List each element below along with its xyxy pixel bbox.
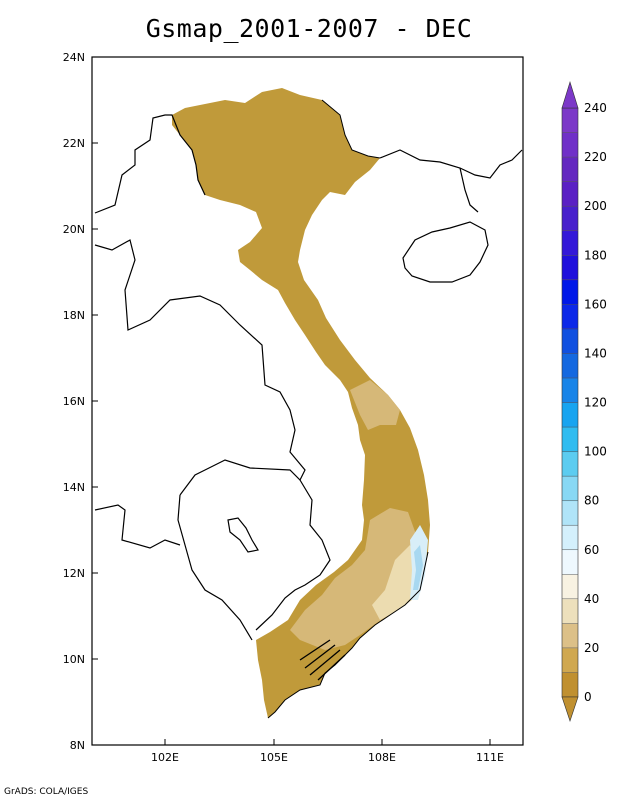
colorbar-bin — [562, 427, 578, 453]
cambodia-border — [177, 494, 253, 641]
colorbar-label: 40 — [584, 592, 599, 606]
laos-border-west — [94, 239, 306, 496]
colorbar-label: 100 — [584, 445, 607, 459]
lat-tick-label: 12N — [63, 567, 85, 580]
colorbar-bin — [562, 623, 578, 649]
lon-tick-label: 111E — [476, 751, 504, 764]
hainan-island — [402, 221, 489, 283]
colorbar-bin — [562, 328, 578, 354]
colorbar-label: 20 — [584, 641, 599, 655]
colorbar-label: 80 — [584, 494, 599, 508]
coast-light — [372, 545, 418, 620]
lat-tick-label: 16N — [63, 395, 85, 408]
lat-tick-label: 20N — [63, 223, 85, 236]
mekong-delta-lines — [299, 639, 346, 681]
colorbar-label: 160 — [584, 297, 607, 311]
colorbar-bin — [562, 377, 578, 403]
lon-tick-label: 105E — [260, 751, 288, 764]
colorbar-bin — [562, 304, 578, 330]
map-title: Gsmap_2001-2007 - DEC — [145, 14, 473, 43]
lat-tick-label: 22N — [63, 137, 85, 150]
colorbar-bin — [562, 476, 578, 502]
lon-tick-label: 108E — [368, 751, 396, 764]
colorbar-bin — [562, 402, 578, 428]
colorbar: 0 20 40 60 80 100 120 140 160 180 200 220 240 — [561, 80, 607, 722]
colorbar-label: 60 — [584, 543, 599, 557]
china-coast — [379, 149, 523, 179]
colorbar-bin — [562, 647, 578, 673]
colorbar-bin — [562, 525, 578, 551]
colorbar-bin — [562, 108, 578, 134]
colorbar-bin — [562, 230, 578, 256]
colorbar-bin — [562, 598, 578, 624]
colorbar-bin — [562, 157, 578, 183]
colorbar-bin — [562, 132, 578, 158]
colorbar-label: 240 — [584, 101, 607, 115]
lat-tick-label: 18N — [63, 309, 85, 322]
lat-tick-label: 24N — [63, 51, 85, 64]
colorbar-bin — [562, 181, 578, 207]
china-laos-border — [94, 114, 206, 214]
colorbar-label: 200 — [584, 199, 607, 213]
colorbar-label: 120 — [584, 396, 607, 410]
lat-tick-label: 10N — [63, 653, 85, 666]
central-coast-tan — [350, 380, 400, 430]
colorbar-top-arrow — [561, 80, 579, 109]
map-land-fill — [172, 88, 430, 718]
map-figure: 102E 105E 108E 111E 24N 22N 20N 18N 16N 14N 12N 10… — [63, 51, 607, 764]
thailand-west — [94, 504, 181, 549]
footer-credit: GrADS: COLA/IGES — [4, 787, 89, 797]
colorbar-bin — [562, 451, 578, 477]
cambodia-vietnam — [255, 479, 331, 631]
colorbar-bin — [562, 549, 578, 575]
lon-axis: 102E 105E 108E 111E — [151, 739, 504, 764]
tonle-sap — [227, 517, 259, 553]
leizhou-peninsula — [459, 167, 479, 213]
colorbar-bin — [562, 574, 578, 600]
colorbar-bin — [562, 672, 578, 698]
lat-tick-label: 14N — [63, 481, 85, 494]
colorbar-bottom-arrow — [561, 696, 579, 722]
colorbar-bin — [562, 279, 578, 305]
colorbar-label: 180 — [584, 248, 607, 262]
lon-tick-label: 102E — [151, 751, 179, 764]
lat-axis: 24N 22N 20N 18N 16N 14N 12N 10N 8N — [63, 51, 98, 752]
colorbar-label: 220 — [584, 150, 607, 164]
lat-tick-label: 8N — [70, 739, 85, 752]
colorbar-bin — [562, 353, 578, 379]
colorbar-label: 0 — [584, 690, 592, 704]
colorbar-label: 140 — [584, 346, 607, 360]
colorbar-bin — [562, 206, 578, 232]
country-borders — [94, 114, 523, 641]
colorbar-bin — [562, 255, 578, 281]
coast-wet-blue-dark — [413, 545, 423, 590]
colorbar-bin — [562, 500, 578, 526]
